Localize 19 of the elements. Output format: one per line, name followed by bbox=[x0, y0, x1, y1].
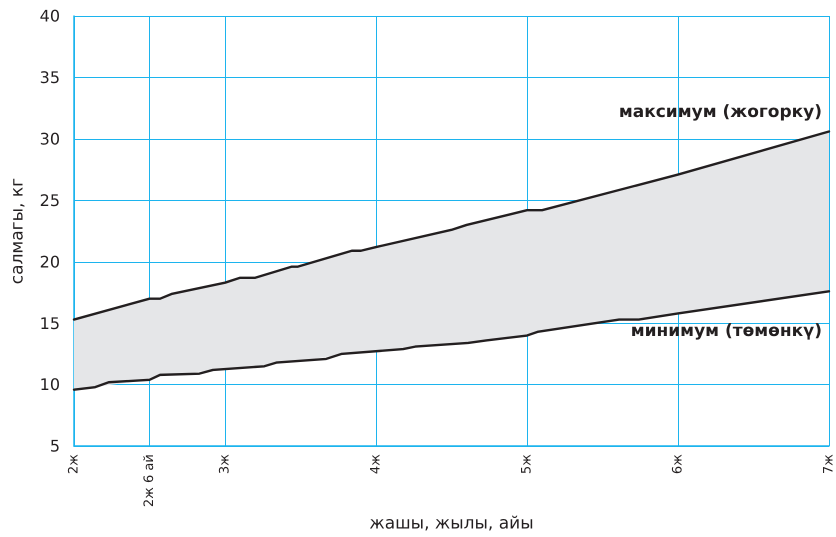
y-tick-label: 35 bbox=[40, 68, 60, 87]
x-tick-label: 4ж bbox=[368, 454, 384, 474]
y-tick-label: 20 bbox=[40, 252, 60, 272]
y-tick-label: 15 bbox=[40, 314, 60, 333]
x-tick-label: 2ж 6 ай bbox=[142, 454, 157, 508]
x-tick-label: 3ж bbox=[218, 454, 232, 474]
x-tick-label: 2ж bbox=[66, 454, 82, 474]
y-axis-title: салмагы, кг bbox=[8, 178, 28, 284]
x-tick-label: 5ж bbox=[520, 454, 534, 474]
y-tick-label: 30 bbox=[40, 129, 60, 148]
x-tick-label: 6ж bbox=[670, 454, 686, 474]
y-tick-label: 10 bbox=[40, 375, 60, 394]
x-tick-label: 7ж bbox=[822, 454, 836, 474]
x-axis-title: жашы, жылы, айы bbox=[369, 514, 534, 534]
line-series bbox=[72, 290, 830, 391]
y-tick-label: 5 bbox=[50, 436, 60, 456]
y-tick-label: 25 bbox=[40, 190, 60, 210]
line-series bbox=[72, 130, 830, 321]
y-tick-label: 40 bbox=[40, 6, 60, 26]
